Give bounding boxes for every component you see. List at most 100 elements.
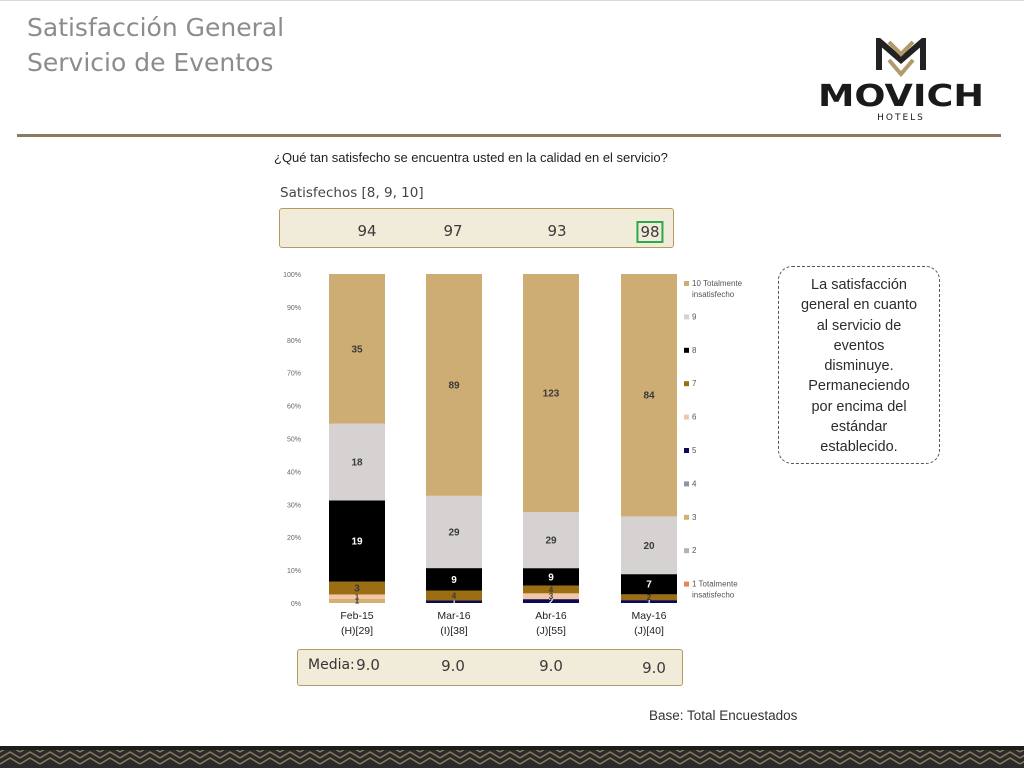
callout-line: disminuye. <box>824 358 894 375</box>
y-tick-label: 100% <box>283 272 301 279</box>
callout-line: estándar <box>830 419 888 436</box>
logo-brand-text: MOVICH <box>818 79 984 114</box>
bar-segment <box>621 274 677 517</box>
title-line-2: Servicio de Eventos <box>27 48 274 77</box>
legend-swatch <box>684 347 689 353</box>
legend-label: 8 <box>692 346 697 355</box>
legend-label: 3 <box>692 513 697 522</box>
legend-label: 6 <box>692 413 697 422</box>
satisfied-value: 94 <box>357 222 377 240</box>
legend-label: 2 <box>692 546 697 555</box>
mean-value: 9.0 <box>356 656 380 674</box>
category-label: Mar-16 <box>437 610 470 622</box>
mean-label: Media: <box>308 657 355 673</box>
y-tick-label: 20% <box>287 535 301 542</box>
category-sublabel: (J)[40] <box>634 625 664 637</box>
bar-segment <box>621 516 677 575</box>
bar-segment <box>621 594 677 601</box>
bar-segment <box>426 600 482 603</box>
logo-emblem-icon <box>876 38 926 78</box>
mean-box <box>297 649 683 686</box>
y-tick-label: 40% <box>287 469 301 476</box>
legend-swatch <box>684 281 689 286</box>
bar-segment <box>426 274 482 496</box>
legend-swatch <box>684 314 689 320</box>
category-label: Feb-15 <box>340 610 373 622</box>
legend-label: 7 <box>692 379 697 388</box>
callout-line: La satisfacción <box>811 277 907 293</box>
y-tick-label: 80% <box>287 338 301 345</box>
satisfied-value: 97 <box>443 222 463 240</box>
legend-swatch <box>684 514 689 520</box>
page-title: Satisfacción General Servicio de Eventos <box>27 10 284 80</box>
y-tick-label: 0% <box>291 601 301 608</box>
callout-line: al servicio de <box>816 317 902 334</box>
legend-label: 1 Totalmente <box>692 580 738 589</box>
data-label: 1 <box>355 592 360 601</box>
bar-segment <box>329 423 385 501</box>
data-label: 9 <box>548 572 554 583</box>
data-label: 1 <box>355 597 360 606</box>
bar-segment <box>523 512 579 569</box>
title-line-1: Satisfacción General <box>27 13 285 42</box>
data-label: 19 <box>351 537 363 548</box>
bar-segment <box>329 594 385 599</box>
y-tick-label: 90% <box>287 305 301 312</box>
bar-segment <box>426 590 482 601</box>
bar-segment <box>426 495 482 569</box>
data-label: 3 <box>354 584 360 595</box>
data-label: 123 <box>543 389 560 400</box>
bar-segment <box>426 568 482 591</box>
movich-logo: MOVICH HOTELS <box>818 38 984 122</box>
bar-segment <box>329 598 385 603</box>
data-label: 89 <box>448 380 460 391</box>
legend-label-cont: insatisfecho <box>692 290 735 299</box>
callout-line: por encima del <box>811 398 907 415</box>
bar-segment <box>523 593 579 600</box>
data-label: 1 <box>452 598 457 607</box>
data-label: 20 <box>643 541 655 552</box>
logo-sub-text: HOTELS <box>877 113 925 122</box>
callout-line: Permaneciendo <box>808 378 910 395</box>
data-label: 2 <box>549 597 554 606</box>
y-tick-label: 50% <box>287 437 301 444</box>
data-label: 18 <box>351 458 363 469</box>
data-label: 2 <box>647 593 652 602</box>
base-note: Base: Total Encuestados <box>649 708 798 723</box>
y-tick-label: 10% <box>287 568 301 575</box>
header-rule <box>17 134 1001 137</box>
category-sublabel: (J)[55] <box>536 625 566 637</box>
bar-segment <box>329 581 385 595</box>
y-tick-label: 30% <box>287 502 301 509</box>
data-label: 29 <box>448 527 460 538</box>
category-label: May-16 <box>631 610 666 622</box>
category-sublabel: (I)[38] <box>440 625 468 637</box>
satisfied-value: 93 <box>547 222 567 240</box>
bar-segment <box>329 500 385 582</box>
legend-swatch <box>684 414 689 420</box>
y-tick-label: 70% <box>287 371 301 378</box>
legend-swatch <box>684 381 689 387</box>
category-label: Abr-16 <box>535 610 567 622</box>
bar-segment <box>523 585 579 594</box>
satisfied-value-highlighted: 98 <box>636 221 664 243</box>
category-sublabel: (H)[29] <box>341 625 373 637</box>
data-label: 84 <box>643 391 655 402</box>
data-label: 3 <box>549 592 554 601</box>
data-label: 29 <box>545 536 557 547</box>
bar-segment <box>523 274 579 513</box>
callout-note: La satisfacción general en cuanto al ser… <box>778 266 940 464</box>
bar-segment <box>621 600 677 603</box>
stacked-bar-chart: 0%10%20%30%40%50%60%70%80%90%100%1131918… <box>283 272 743 637</box>
legend-label: 9 <box>692 312 697 321</box>
mean-value: 9.0 <box>441 657 465 675</box>
footer-decorative-band <box>0 746 1024 768</box>
legend-swatch <box>684 581 689 587</box>
data-label: 7 <box>646 580 652 591</box>
top-border-line <box>0 0 1024 1</box>
bar-segment <box>523 599 579 603</box>
legend-swatch <box>684 448 689 453</box>
survey-question: ¿Qué tan satisfecho se encuentra usted e… <box>274 150 668 165</box>
legend-swatch <box>684 548 689 554</box>
bar-segment <box>523 568 579 586</box>
